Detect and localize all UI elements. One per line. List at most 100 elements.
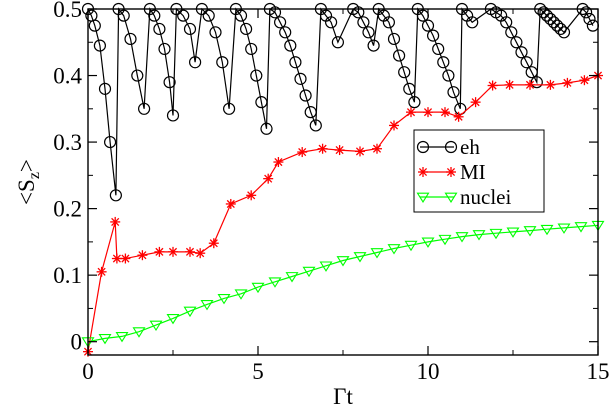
data-point-eh (505, 26, 518, 39)
data-point-eh (432, 42, 445, 56)
data-point-eh (260, 122, 273, 135)
data-point-eh (163, 76, 176, 89)
data-point-eh (510, 36, 523, 49)
data-point-eh (557, 26, 571, 39)
data-point-mi (263, 173, 274, 184)
data-point-mi (185, 246, 195, 257)
data-point-eh (309, 119, 322, 132)
data-point-eh (387, 32, 401, 46)
data-point-eh (544, 12, 557, 26)
data-point-eh (537, 6, 550, 19)
x-tick-label: 10 (417, 359, 440, 384)
series-layer (81, 2, 605, 357)
data-point-eh (183, 22, 197, 36)
data-point-eh (352, 6, 365, 19)
data-point-eh (88, 19, 101, 32)
data-point-nuclei (234, 289, 248, 300)
data-point-mi (487, 80, 498, 91)
data-point-eh (421, 19, 435, 32)
series-nuclei (81, 220, 605, 348)
data-point-nuclei (472, 230, 486, 241)
legend-box (413, 129, 545, 213)
data-point-nuclei (438, 234, 452, 246)
data-point-mi (154, 246, 165, 257)
data-point-eh (547, 16, 560, 29)
legend-sample-eh (416, 140, 458, 154)
data-point-mi (111, 253, 122, 264)
data-point-eh (294, 72, 307, 85)
data-point-eh (289, 56, 302, 69)
data-point-eh (274, 16, 287, 29)
data-point-mi (317, 143, 328, 154)
data-point-nuclei (183, 306, 197, 318)
data-point-mi (525, 79, 535, 90)
series-line-eh (87, 7, 594, 196)
data-point-eh (250, 69, 263, 82)
data-point-nuclei (557, 223, 571, 234)
y-tick-label: 0 (71, 330, 83, 355)
data-point-eh (530, 76, 543, 89)
data-point-eh (525, 66, 538, 79)
data-point-eh (268, 6, 282, 19)
series-mi (83, 70, 603, 357)
legend-item-nuclei: nuclei (416, 185, 511, 209)
data-point-mi (504, 79, 515, 90)
data-point-nuclei (370, 248, 384, 259)
data-point-eh (579, 6, 593, 19)
data-point-nuclei (132, 327, 146, 338)
data-point-mi (423, 107, 433, 118)
data-point-eh (442, 69, 455, 82)
x-tick-label: 5 (252, 359, 264, 384)
legend-sample-marker (416, 192, 430, 203)
data-point-mi (246, 190, 257, 201)
legend-sample-marker (416, 140, 430, 154)
y-axis-label-end: > (14, 159, 39, 172)
data-point-mi (110, 216, 121, 227)
data-point-mi (579, 75, 590, 86)
legend-sample-mi (418, 167, 456, 177)
data-point-nuclei (285, 272, 299, 283)
series-line-nuclei (87, 224, 599, 343)
legend-sample-nuclei (416, 192, 458, 203)
data-point-eh (98, 82, 112, 95)
data-point-eh (398, 66, 411, 79)
data-point-nuclei (506, 227, 520, 238)
data-point-mi (355, 146, 365, 157)
data-point-eh (515, 46, 528, 59)
legend-label-mi: MI (460, 160, 486, 184)
data-point-eh (209, 26, 222, 39)
y-tick-label: 0.1 (53, 263, 82, 288)
data-point-eh (437, 56, 450, 69)
data-point-eh (240, 22, 253, 36)
x-tick-label: 15 (587, 359, 610, 384)
legend-sample-marker (418, 167, 428, 177)
data-point-eh (279, 26, 292, 39)
data-point-eh (153, 22, 166, 36)
data-point-mi (273, 157, 284, 168)
data-point-eh (177, 9, 190, 22)
data-point-mi (168, 246, 178, 257)
data-point-eh (245, 42, 258, 56)
data-point-eh (109, 189, 122, 202)
data-point-eh (583, 12, 596, 26)
x-tick-label: 0 (82, 359, 94, 384)
data-point-eh (189, 56, 202, 69)
data-point-eh (255, 96, 268, 109)
data-point-eh (124, 32, 137, 46)
y-axis-label-main: <S (14, 179, 39, 205)
data-point-eh (382, 16, 395, 29)
y-tick-label: 0.4 (53, 64, 82, 89)
data-point-eh (466, 16, 479, 29)
data-point-eh (103, 135, 117, 149)
data-point-mi (137, 250, 148, 261)
data-point-eh (138, 102, 151, 115)
data-point-eh (117, 9, 130, 22)
data-point-eh (393, 49, 406, 62)
data-point-nuclei (387, 244, 401, 255)
data-point-mi (225, 198, 236, 209)
data-point-eh (520, 56, 533, 69)
data-point-eh (357, 16, 370, 29)
data-point-eh (586, 19, 600, 32)
series-line-mi (87, 74, 599, 352)
